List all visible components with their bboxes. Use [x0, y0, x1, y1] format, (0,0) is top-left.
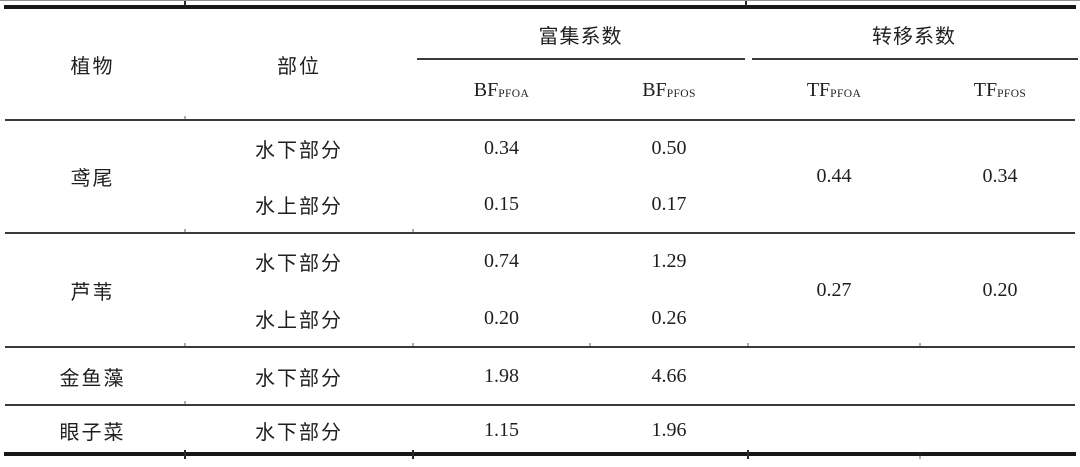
bf-pfoa-value: 0.34: [484, 136, 519, 159]
bf-pfoa-value: 0.74: [484, 250, 519, 272]
part-cell: 水上部分: [255, 310, 343, 332]
tf-pfos-value: [920, 405, 1080, 455]
tf-pfos-value: [920, 347, 1080, 405]
column-header-tf-pfos: TFPFOS: [920, 60, 1080, 120]
column-header-bf-pfos: BFPFOS: [590, 60, 748, 120]
grid-tick: [412, 450, 414, 459]
grid-tick: [184, 229, 186, 232]
tf-label: TF: [973, 78, 998, 101]
bf-pfos-value: 0.50: [651, 136, 687, 159]
bf-label: BF: [473, 78, 499, 101]
pfoa-subscript: PFOA: [498, 87, 530, 100]
pfoa-subscript: PFOA: [830, 87, 862, 100]
plant-name-cell: 金鱼藻: [59, 367, 126, 390]
grid-tick: [747, 343, 749, 346]
tf-pfoa-value: [748, 405, 920, 455]
grid-tick: [589, 343, 591, 346]
tf-label: TF: [806, 78, 831, 101]
top-edge-hairline: [0, 0, 1080, 1]
bf-pfos-value: 0.26: [651, 307, 687, 329]
header-row-groups: 植物 部位 富集系数 转移系数: [0, 9, 1080, 78]
grid-tick: [184, 401, 186, 404]
column-header-bf-pfoa: BFPFOA: [413, 60, 590, 120]
bf-pfoa-value: 1.98: [484, 364, 519, 387]
tf-pfos-value: 0.20: [982, 278, 1018, 301]
part-cell: 水下部分: [255, 139, 343, 162]
tf-pfoa-value: 0.44: [816, 165, 852, 187]
plant-name-cell: 鸢尾: [70, 168, 115, 190]
part-cell: 水下部分: [255, 367, 343, 390]
bf-pfos-value: 1.29: [651, 250, 687, 272]
bf-pfos-value: 0.17: [651, 193, 687, 215]
table-row: 水上部分 0.15 0.17: [0, 176, 1080, 233]
bf-pfoa-value: 1.15: [484, 418, 519, 441]
tf-pfoa-value: [748, 347, 920, 405]
column-header-tf-pfoa: TFPFOA: [748, 60, 920, 120]
bf-pfos-value: 4.66: [651, 364, 687, 387]
part-cell: 水下部分: [255, 253, 343, 275]
grid-tick: [919, 452, 921, 459]
table-top-rule: [4, 5, 1076, 9]
table-row: 水上部分 0.20 0.26: [0, 290, 1080, 347]
table-row: 鸢尾 水下部分 0.34 0.50 0.44 0.34: [0, 120, 1080, 191]
column-header-plant: 植物: [70, 56, 115, 78]
table-row: 金鱼藻 水下部分 1.98 4.66: [0, 347, 1080, 405]
bf-pfoa-value: 0.15: [484, 193, 519, 215]
bf-pfos-value: 1.96: [651, 418, 687, 441]
group-separator-rule: [5, 232, 1075, 234]
coefficients-table: 植物 部位 富集系数 转移系数 BFPFOA BFPFOS TFPFOA TFP…: [0, 9, 1080, 455]
grid-tick: [184, 343, 186, 346]
table-row: 芦苇 水下部分 0.74 1.29 0.27 0.20: [0, 233, 1080, 304]
grid-tick: [919, 343, 921, 346]
tf-pfos-value: 0.34: [982, 165, 1018, 187]
header-bottom-rule: [5, 119, 1075, 121]
column-header-part: 部位: [277, 56, 321, 78]
table-bottom-rule: [4, 452, 1076, 456]
grid-tick: [412, 229, 414, 232]
plant-name-cell: 眼子菜: [59, 421, 126, 444]
grid-tick: [745, 1, 747, 6]
group-separator-rule: [5, 346, 1075, 348]
enrichment-group-underline: [417, 58, 745, 60]
group-header-transfer-coefficient: 转移系数: [872, 26, 956, 48]
bf-label: BF: [642, 78, 667, 101]
grid-tick: [184, 450, 186, 459]
grid-tick: [184, 116, 186, 119]
part-cell: 水下部分: [255, 421, 343, 444]
grid-tick: [747, 450, 749, 459]
tf-pfoa-value: 0.27: [816, 278, 852, 301]
table-row: 眼子菜 水下部分 1.15 1.96: [0, 405, 1080, 455]
pfos-subscript: PFOS: [666, 87, 696, 100]
pfos-subscript: PFOS: [997, 87, 1027, 100]
grid-tick: [412, 343, 414, 346]
transfer-group-underline: [752, 58, 1078, 60]
part-cell: 水上部分: [255, 196, 343, 218]
grid-tick: [184, 1, 186, 6]
group-separator-rule: [5, 404, 1075, 406]
plant-name-cell: 芦苇: [70, 281, 115, 304]
group-header-enrichment-coefficient: 富集系数: [538, 26, 623, 48]
header-row-subcolumns: BFPFOA BFPFOS TFPFOA TFPFOS: [0, 60, 1080, 120]
bf-pfoa-value: 0.20: [484, 307, 519, 329]
